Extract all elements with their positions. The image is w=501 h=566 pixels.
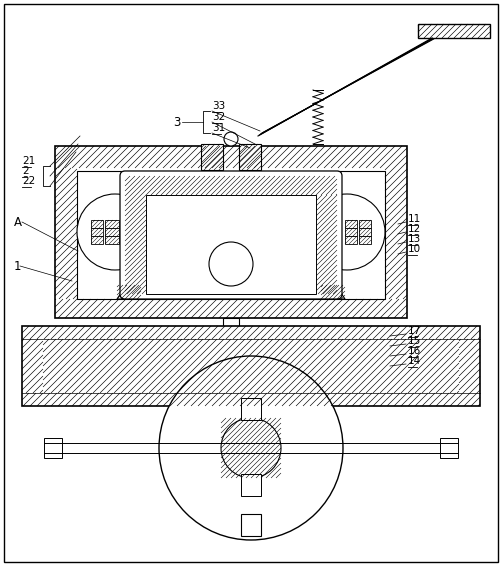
Text: A: A [14, 216, 22, 229]
Bar [44, 438, 62, 458]
Text: 3: 3 [173, 115, 180, 128]
Bar [358, 236, 370, 244]
Circle shape [77, 194, 153, 270]
Bar [91, 220, 103, 228]
Bar [146, 195, 315, 294]
Bar [91, 228, 103, 236]
Bar [105, 220, 119, 228]
Circle shape [159, 356, 342, 540]
Text: 12: 12 [407, 224, 420, 234]
Text: 11: 11 [407, 214, 420, 224]
Text: 10: 10 [407, 244, 420, 254]
Text: 16: 16 [407, 346, 420, 356]
Text: 22: 22 [22, 176, 35, 186]
Bar [55, 146, 406, 318]
Text: 31: 31 [211, 123, 225, 133]
Text: 21: 21 [22, 156, 35, 166]
Text: 17: 17 [407, 326, 420, 336]
Polygon shape [320, 281, 344, 299]
Bar [240, 398, 261, 420]
Bar [344, 228, 356, 236]
Bar [238, 144, 261, 170]
Text: 2: 2 [22, 166, 29, 176]
Bar [358, 220, 370, 228]
Bar [344, 236, 356, 244]
Bar [222, 318, 238, 393]
Bar [439, 438, 457, 458]
Bar [240, 474, 261, 496]
Bar [105, 236, 119, 244]
FancyBboxPatch shape [120, 171, 341, 299]
Bar [22, 326, 479, 406]
Bar [344, 220, 356, 228]
Bar [200, 144, 222, 170]
Text: 15: 15 [407, 336, 420, 346]
Bar [240, 514, 261, 536]
Text: 32: 32 [211, 112, 225, 122]
Polygon shape [117, 281, 141, 299]
Circle shape [309, 194, 384, 270]
Text: 33: 33 [211, 101, 225, 111]
Bar [91, 236, 103, 244]
Bar [358, 228, 370, 236]
Text: 1: 1 [14, 259, 22, 272]
Bar [77, 171, 384, 299]
Bar [417, 24, 489, 38]
Text: 14: 14 [407, 356, 420, 366]
Text: 13: 13 [407, 234, 420, 244]
Bar [105, 228, 119, 236]
Circle shape [223, 132, 237, 146]
